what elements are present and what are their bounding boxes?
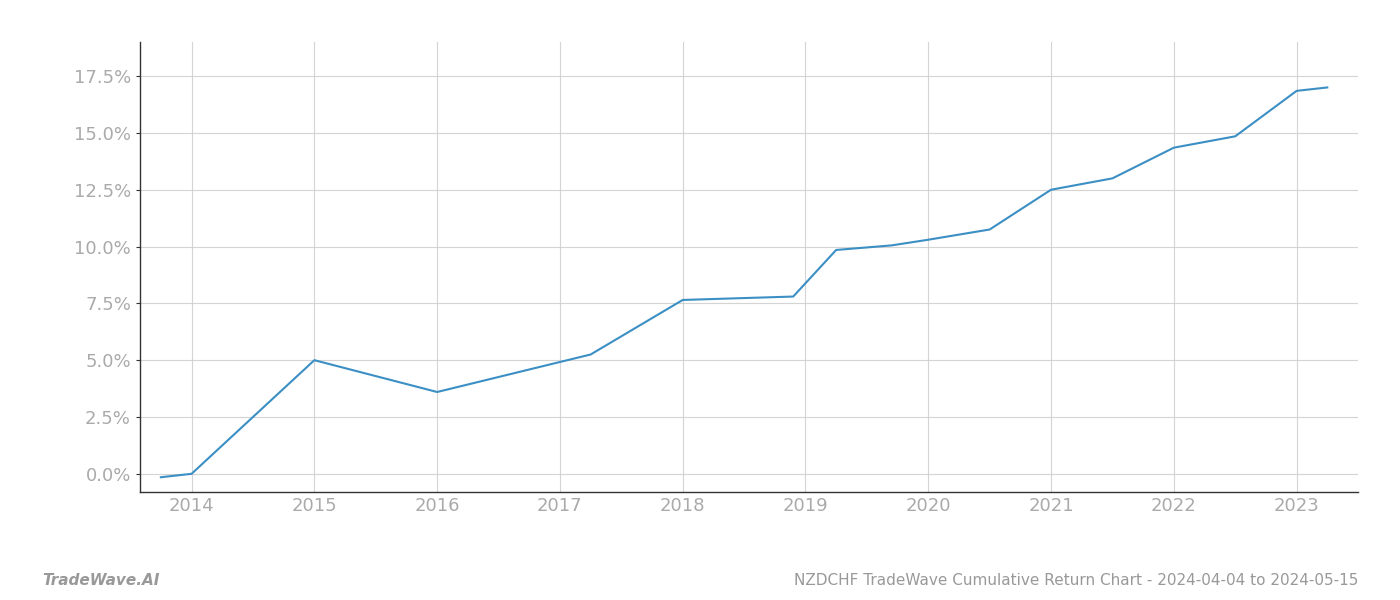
Text: TradeWave.AI: TradeWave.AI	[42, 573, 160, 588]
Text: NZDCHF TradeWave Cumulative Return Chart - 2024-04-04 to 2024-05-15: NZDCHF TradeWave Cumulative Return Chart…	[794, 573, 1358, 588]
